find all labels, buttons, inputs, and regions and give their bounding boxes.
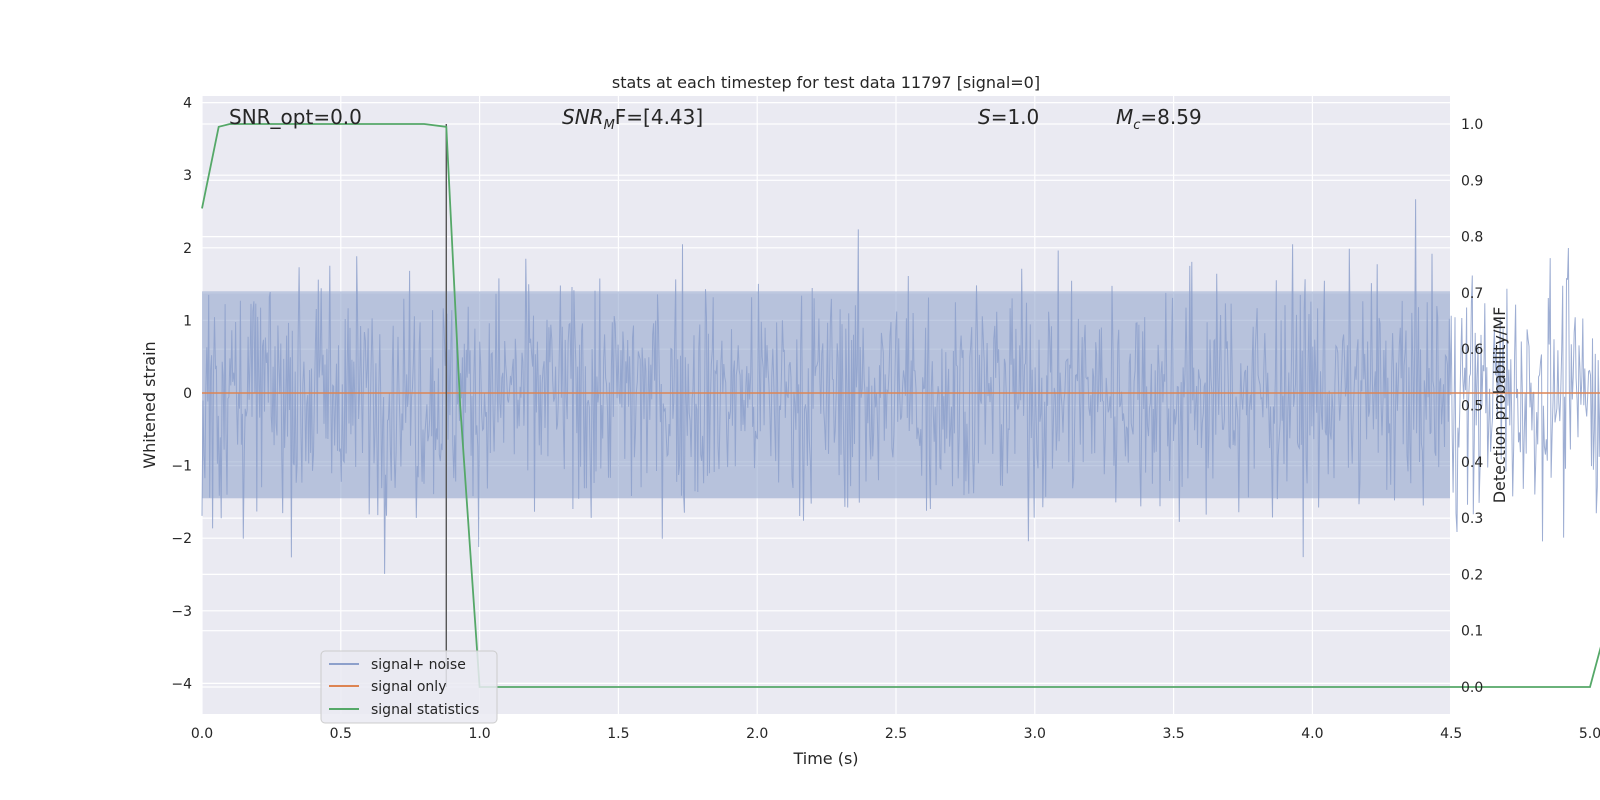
chart-title: stats at each timestep for test data 117…	[612, 73, 1040, 92]
y2-tick-label: 0.2	[1461, 567, 1483, 583]
y-tick-label: 4	[183, 96, 192, 112]
annotation-snr-opt: SNR_opt=0.0	[229, 105, 362, 129]
signal-noise-series	[201, 199, 1600, 574]
noise-trace	[201, 199, 1600, 574]
y-tick-label: −3	[171, 604, 192, 620]
x-tick-label: 3.5	[1162, 726, 1184, 742]
y2-tick-label: 0.3	[1461, 511, 1483, 527]
y2-axis-label: Detection probability/MF	[1490, 307, 1509, 504]
x-tick-label: 1.0	[468, 726, 490, 742]
legend-label-signal-statistics: signal statistics	[371, 702, 479, 718]
detection-vertical-lines	[445, 124, 447, 687]
annotation-snr-mf: SNRMF=[4.43]	[562, 105, 703, 133]
y2-tick-label: 0.5	[1461, 399, 1483, 415]
y-tick-label: 0	[183, 386, 192, 402]
x-tick-label: 3.0	[1024, 726, 1046, 742]
y2-tick-label: 0.4	[1461, 455, 1483, 471]
x-tick-label: 2.5	[885, 726, 907, 742]
x-tick-labels: 0.00.51.01.52.02.53.03.54.04.55.05.56.06…	[191, 726, 1600, 742]
y2-tick-label: 0.9	[1461, 173, 1483, 189]
signal-statistics-series	[201, 123, 1600, 688]
legend-label-signal-only: signal only	[371, 679, 446, 695]
x-tick-label: 4.5	[1440, 726, 1462, 742]
y-tick-label: −1	[171, 459, 192, 475]
legend-box	[320, 650, 498, 724]
y-tick-label: −4	[171, 676, 192, 692]
y-tick-label: 3	[183, 168, 192, 184]
y-tick-label: 1	[183, 313, 192, 329]
x-tick-label: 4.0	[1301, 726, 1323, 742]
signal-statistics-line	[201, 123, 1600, 688]
y2-tick-label: 0.6	[1461, 342, 1483, 358]
y-tick-label: −2	[171, 531, 192, 547]
annotation-mc: Mc=8.59	[1116, 105, 1202, 133]
x-tick-label: 0.5	[330, 726, 352, 742]
y2-tick-label: 0.1	[1461, 624, 1483, 640]
x-tick-label: 5.0	[1579, 726, 1600, 742]
x-tick-label: 0.0	[191, 726, 213, 742]
y-tick-labels: −4 −3 −2 −1 0 1 2 3 4	[171, 96, 192, 693]
y2-tick-labels: 0.0 0.1 0.2 0.3 0.4 0.5 0.6 0.7 0.8 0.9 1.0	[1461, 117, 1483, 696]
legend: signal+ noise signal only signal statist…	[320, 650, 498, 724]
y-tick-label: 2	[183, 241, 192, 257]
annotation-s: S=1.0	[978, 105, 1039, 129]
x-tick-label: 2.0	[746, 726, 768, 742]
x-axis-label: Time (s)	[792, 749, 858, 768]
x-tick-label: 1.5	[607, 726, 629, 742]
y2-tick-label: 0.8	[1461, 230, 1483, 246]
y2-tick-label: 1.0	[1461, 117, 1483, 133]
y2-tick-label: 0.0	[1461, 680, 1483, 696]
y-axis-label: Whitened strain	[140, 341, 159, 468]
legend-label-signal-noise: signal+ noise	[371, 657, 466, 673]
y2-tick-label: 0.7	[1461, 286, 1483, 302]
